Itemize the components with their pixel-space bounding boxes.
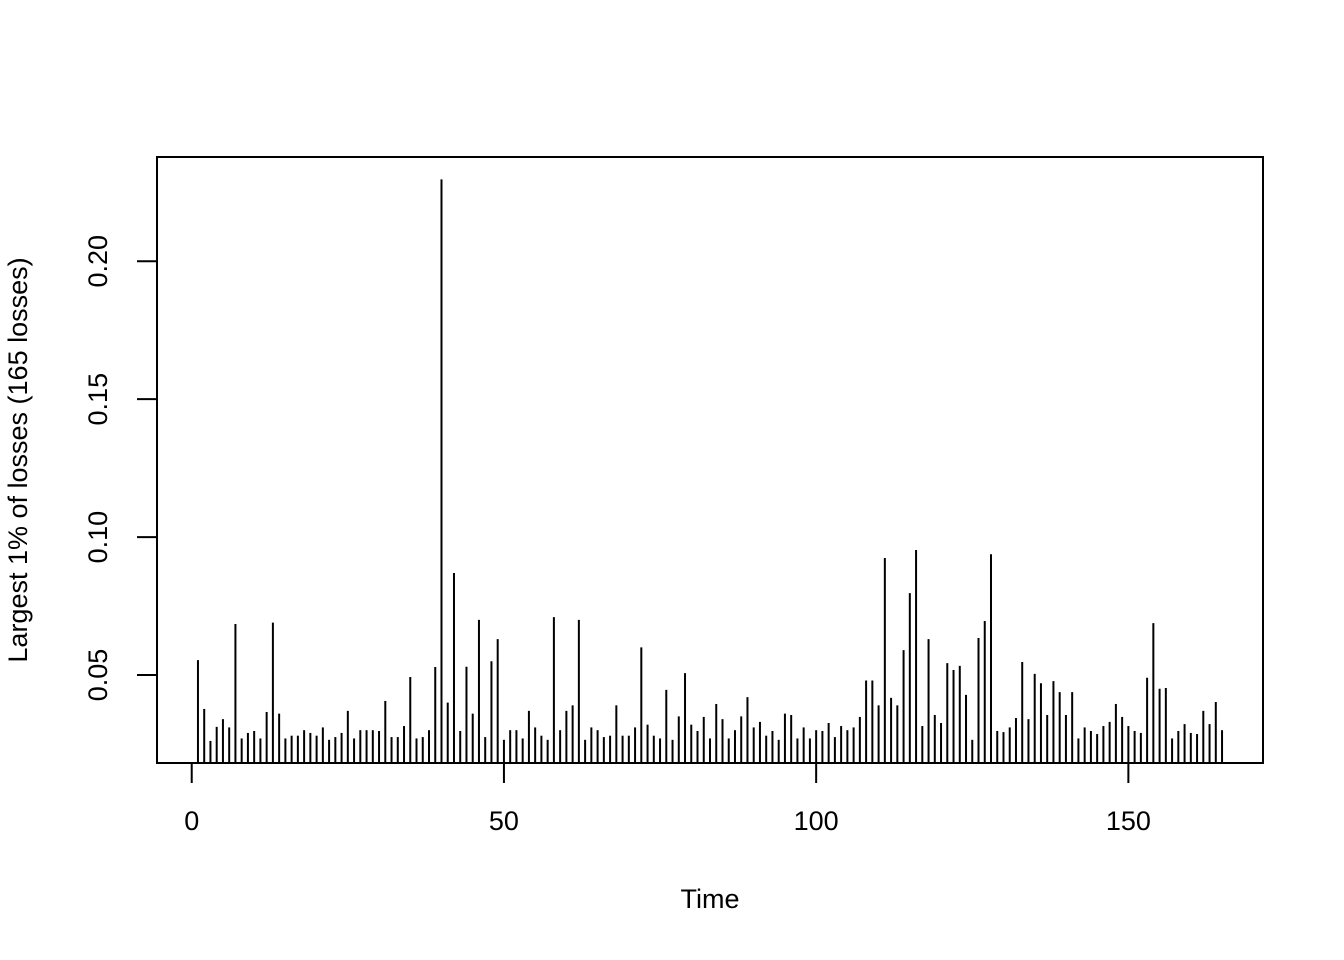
x-tick-label: 150: [1106, 806, 1151, 836]
y-axis-title: Largest 1% of losses (165 losses): [3, 257, 33, 662]
x-axis-title: Time: [681, 884, 740, 914]
plot-frame: [156, 156, 1264, 764]
x-tick-label: 100: [794, 806, 839, 836]
y-tick-label: 0.10: [83, 511, 113, 564]
y-tick-label: 0.20: [83, 235, 113, 288]
y-tick-label: 0.05: [83, 649, 113, 702]
y-tick-label: 0.15: [83, 373, 113, 426]
x-tick-label: 50: [489, 806, 519, 836]
x-tick-label: 0: [184, 806, 199, 836]
